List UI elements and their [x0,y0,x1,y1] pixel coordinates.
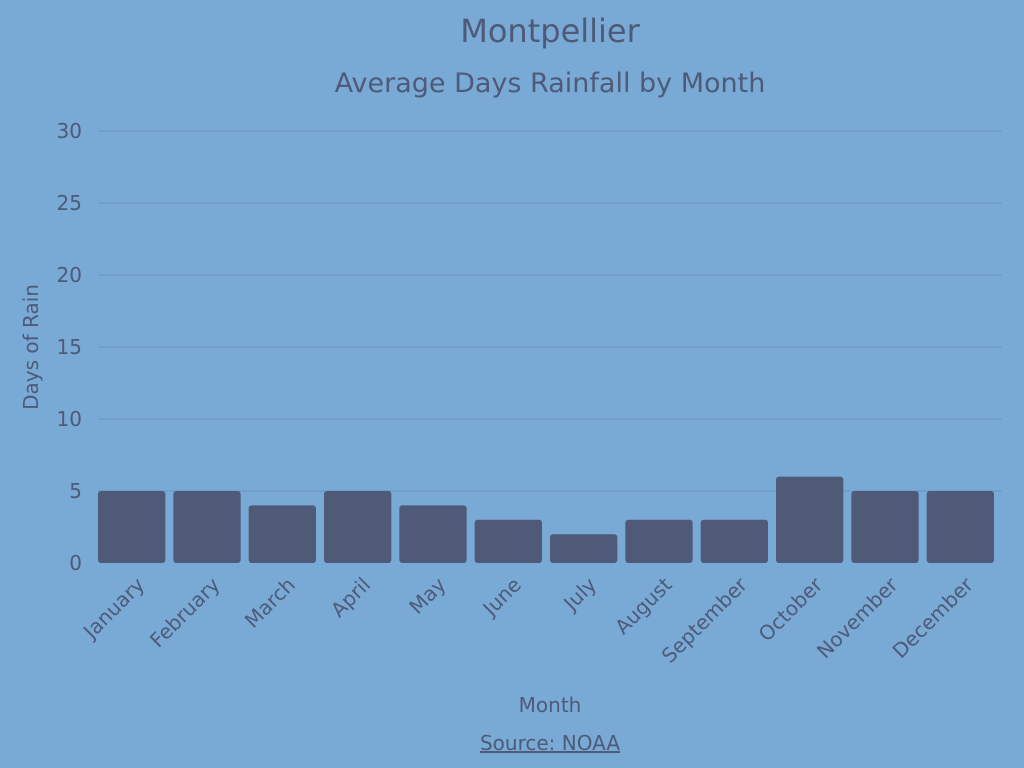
y-axis-title: Days of Rain [19,284,43,410]
x-tick-label: December [888,572,979,663]
x-tick-label: November [812,572,903,663]
x-tick-label: August [610,572,677,639]
x-tick-label: October [754,572,828,646]
y-axis-ticks: 0 5 10 15 20 25 30 [57,119,82,575]
gridlines [98,130,1002,492]
x-tick-label: May [404,572,450,618]
y-tick-label: 0 [69,551,82,575]
x-axis-title: Month [519,693,582,717]
bar-july[interactable] [550,534,618,563]
x-tick-label: March [240,573,300,633]
y-tick-label: 10 [57,407,82,431]
bar-february[interactable] [173,491,241,563]
bars [98,476,994,563]
bar-march[interactable] [248,505,316,563]
x-tick-label: January [77,572,149,644]
y-tick-label: 20 [57,263,82,287]
bar-november[interactable] [851,491,919,563]
bar-september[interactable] [700,519,768,563]
chart-subtitle: Average Days Rainfall by Month [335,68,766,99]
x-tick-label: June [477,573,526,622]
chart-title: Montpellier [460,12,640,50]
y-tick-label: 25 [57,191,82,215]
y-tick-label: 15 [57,335,82,359]
x-tick-label: July [557,572,601,616]
x-tick-label: February [145,572,225,652]
bar-april[interactable] [324,491,392,563]
bar-june[interactable] [474,519,542,563]
source-link[interactable]: Source: NOAA [480,731,620,755]
y-tick-label: 5 [69,479,82,503]
bar-may[interactable] [399,505,467,563]
y-tick-label: 30 [57,119,82,143]
bar-december[interactable] [926,491,994,563]
bar-january[interactable] [98,491,166,563]
bar-october[interactable] [776,476,844,563]
bar-august[interactable] [625,519,693,563]
x-tick-label: April [326,573,375,622]
